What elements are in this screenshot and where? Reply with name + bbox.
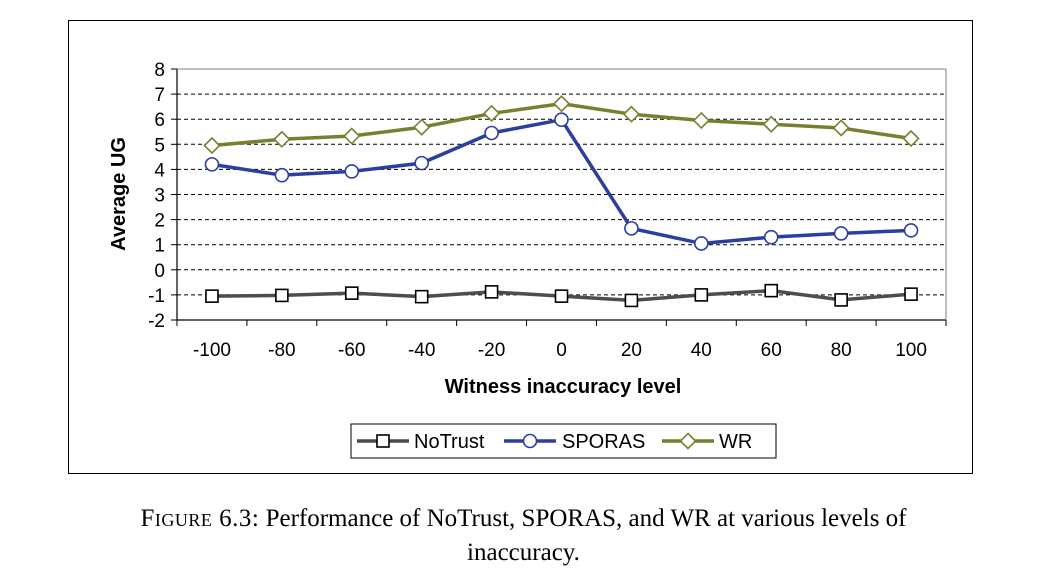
circle-marker bbox=[274, 167, 290, 183]
y-tick-label: 7 bbox=[154, 85, 165, 106]
series-notrust bbox=[205, 283, 918, 308]
circle-marker bbox=[624, 221, 639, 236]
legend-label: WR bbox=[719, 431, 752, 453]
caption-text: Performance of NoTrust, SPORAS, and WR a… bbox=[265, 505, 907, 532]
diamond-marker bbox=[343, 127, 361, 145]
circle-marker bbox=[554, 112, 569, 128]
tick-labels: -2 -1 0 1 2 3 4 5 6 7 8 -100 -80 -60 -40 -20 0 20 40 60 80 10… bbox=[148, 60, 927, 361]
circle-marker bbox=[522, 433, 538, 449]
x-tick-label: 60 bbox=[761, 340, 782, 361]
x-tick-label: 40 bbox=[691, 340, 712, 361]
y-axis-title: Average UG bbox=[108, 137, 130, 251]
circle-marker bbox=[204, 157, 220, 172]
y-tick-label: 4 bbox=[154, 160, 165, 181]
diamond-marker bbox=[832, 119, 850, 137]
diamond-marker bbox=[413, 118, 431, 136]
y-tick-label: 2 bbox=[154, 211, 165, 232]
y-tick-label: 5 bbox=[154, 135, 165, 156]
square-marker bbox=[344, 286, 359, 300]
legend-label: SPORAS bbox=[562, 431, 645, 453]
y-tick-label: 3 bbox=[154, 186, 165, 207]
series-layer bbox=[203, 95, 920, 308]
square-marker bbox=[624, 293, 639, 308]
square-marker bbox=[834, 293, 848, 307]
x-tick-label: -80 bbox=[268, 340, 295, 361]
x-tick-label: -40 bbox=[408, 340, 435, 361]
x-tick-label: -60 bbox=[338, 340, 365, 361]
circle-marker bbox=[903, 223, 919, 238]
x-tick-label: 0 bbox=[556, 340, 567, 361]
diamond-marker bbox=[273, 130, 291, 148]
caption-label: Figure 6.3: bbox=[140, 505, 260, 532]
diamond-marker bbox=[482, 104, 501, 123]
circle-marker bbox=[694, 236, 709, 251]
legend: NoTrust SPORAS WR bbox=[350, 423, 777, 459]
circle-marker bbox=[763, 229, 779, 245]
diamond-marker bbox=[552, 95, 571, 113]
figure-caption: Figure 6.3: Performance of NoTrust, SPOR… bbox=[0, 502, 1047, 570]
y-tick-label: 6 bbox=[154, 110, 165, 131]
y-tick-label: -1 bbox=[148, 286, 165, 307]
diamond-marker bbox=[902, 129, 920, 148]
y-tick-label: -2 bbox=[148, 311, 165, 332]
x-tick-label: -20 bbox=[478, 340, 505, 361]
series-wr bbox=[203, 95, 920, 155]
x-tick-label: 20 bbox=[621, 340, 642, 361]
square-marker bbox=[694, 288, 709, 302]
diamond-marker bbox=[679, 432, 697, 450]
figure-frame: -2 -1 0 1 2 3 4 5 6 7 8 -100 -80 -60 -40 -20 0 20 40 60 80 10… bbox=[68, 20, 973, 474]
square-marker bbox=[205, 289, 219, 303]
legend-label: NoTrust bbox=[414, 431, 485, 453]
axes bbox=[171, 68, 947, 326]
y-tick-label: 0 bbox=[154, 261, 165, 282]
caption-text-line2: inaccuracy. bbox=[467, 539, 580, 566]
circle-marker bbox=[484, 125, 499, 141]
square-marker bbox=[764, 283, 779, 298]
x-axis-title: Witness inaccuracy level bbox=[445, 376, 682, 398]
diamond-marker bbox=[762, 115, 780, 133]
y-tick-label: 1 bbox=[154, 236, 165, 257]
diamond-marker bbox=[692, 111, 710, 130]
square-marker bbox=[904, 287, 918, 301]
square-marker bbox=[376, 434, 390, 448]
circle-marker bbox=[414, 155, 429, 171]
square-marker bbox=[484, 285, 499, 299]
y-tick-label: 8 bbox=[154, 60, 165, 81]
line-chart: -2 -1 0 1 2 3 4 5 6 7 8 -100 -80 -60 -40 -20 0 20 40 60 80 10… bbox=[108, 60, 947, 459]
x-tick-label: 100 bbox=[895, 340, 927, 361]
series-sporas bbox=[204, 112, 919, 251]
square-marker bbox=[414, 289, 429, 304]
x-tick-label: 80 bbox=[831, 340, 852, 361]
diamond-marker bbox=[622, 105, 641, 123]
circle-marker bbox=[344, 164, 360, 179]
square-marker bbox=[275, 288, 289, 303]
x-tick-label: -100 bbox=[193, 340, 231, 361]
diamond-marker bbox=[203, 136, 221, 155]
square-marker bbox=[554, 289, 569, 303]
circle-marker bbox=[833, 226, 849, 241]
